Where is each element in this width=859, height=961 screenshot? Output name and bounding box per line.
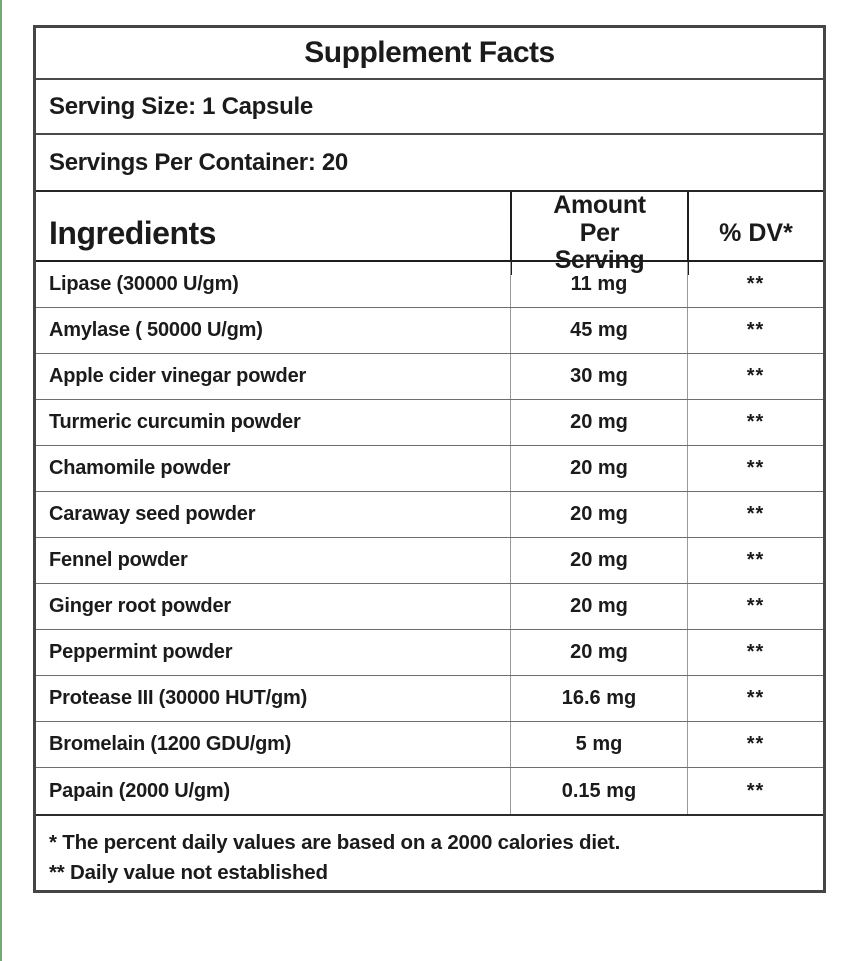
- dv-value: **: [687, 262, 823, 307]
- amount-value: 11 mg: [510, 262, 687, 307]
- table-row: Caraway seed powder 20 mg **: [36, 492, 823, 538]
- servings-per-container-row: Servings Per Container: 20: [36, 135, 823, 192]
- dv-value: **: [687, 676, 823, 721]
- ingredient-name: Bromelain (1200 GDU/gm): [49, 733, 292, 755]
- dv-value: **: [687, 538, 823, 583]
- amount-value: 5 mg: [510, 722, 687, 767]
- amount-value: 20 mg: [510, 492, 687, 537]
- table-row: Lipase (30000 U/gm) 11 mg **: [36, 262, 823, 308]
- table-row: Amylase ( 50000 U/gm) 45 mg **: [36, 308, 823, 354]
- table-row: Apple cider vinegar powder 30 mg **: [36, 354, 823, 400]
- ingredient-name: Apple cider vinegar powder: [49, 365, 307, 387]
- amount-value: 45 mg: [510, 308, 687, 353]
- dv-value: **: [687, 630, 823, 675]
- amount-value: 20 mg: [510, 446, 687, 491]
- column-header-percent-dv: % DV*: [687, 192, 823, 275]
- table-row: Ginger root powder 20 mg **: [36, 584, 823, 630]
- ingredient-name: Fennel powder: [49, 549, 188, 571]
- dv-value: **: [687, 446, 823, 491]
- footnote-dv-not-established: ** Daily value not established: [49, 860, 328, 884]
- dv-value: **: [687, 308, 823, 353]
- ingredient-name: Turmeric curcumin powder: [49, 411, 301, 433]
- table-row: Chamomile powder 20 mg **: [36, 446, 823, 492]
- green-edge-line: [0, 0, 2, 961]
- ingredient-name: Peppermint powder: [49, 641, 233, 663]
- amount-value: 30 mg: [510, 354, 687, 399]
- supplement-facts-title: Supplement Facts: [36, 28, 823, 80]
- ingredient-name: Amylase ( 50000 U/gm): [49, 319, 263, 341]
- dv-value: **: [687, 354, 823, 399]
- amount-value: 16.6 mg: [510, 676, 687, 721]
- ingredient-name: Lipase (30000 U/gm): [49, 273, 239, 295]
- amount-value: 20 mg: [510, 584, 687, 629]
- footnotes-section: * The percent daily values are based on …: [36, 814, 823, 890]
- supplement-facts-panel: Supplement Facts Serving Size: 1 Capsule…: [33, 25, 826, 893]
- dv-value: **: [687, 400, 823, 445]
- table-row: Papain (2000 U/gm) 0.15 mg **: [36, 768, 823, 814]
- ingredient-name: Chamomile powder: [49, 457, 231, 479]
- table-row: Peppermint powder 20 mg **: [36, 630, 823, 676]
- column-header-amount-per-serving: Amount Per Serving: [510, 191, 687, 275]
- table-row: Turmeric curcumin powder 20 mg **: [36, 400, 823, 446]
- amount-value: 20 mg: [510, 630, 687, 675]
- dv-value: **: [687, 768, 823, 814]
- table-row: Fennel powder 20 mg **: [36, 538, 823, 584]
- footnote-percent-dv: * The percent daily values are based on …: [49, 831, 621, 854]
- ingredient-name: Papain (2000 U/gm): [49, 779, 230, 802]
- table-header-row: Ingredients Amount Per Serving % DV*: [36, 191, 823, 275]
- dv-value: **: [687, 584, 823, 629]
- dv-value: **: [687, 722, 823, 767]
- column-header-ingredients: Ingredients: [49, 214, 216, 251]
- ingredient-name: Ginger root powder: [49, 595, 231, 617]
- serving-size-row: Serving Size: 1 Capsule: [36, 80, 823, 135]
- ingredient-name: Protease III (30000 HUT/gm): [49, 687, 308, 709]
- table-row: Bromelain (1200 GDU/gm) 5 mg **: [36, 722, 823, 768]
- dv-value: **: [687, 492, 823, 537]
- ingredient-name: Caraway seed powder: [49, 503, 256, 525]
- amount-value: 20 mg: [510, 400, 687, 445]
- table-row: Protease III (30000 HUT/gm) 16.6 mg **: [36, 676, 823, 722]
- amount-value: 0.15 mg: [510, 768, 687, 814]
- amount-value: 20 mg: [510, 538, 687, 583]
